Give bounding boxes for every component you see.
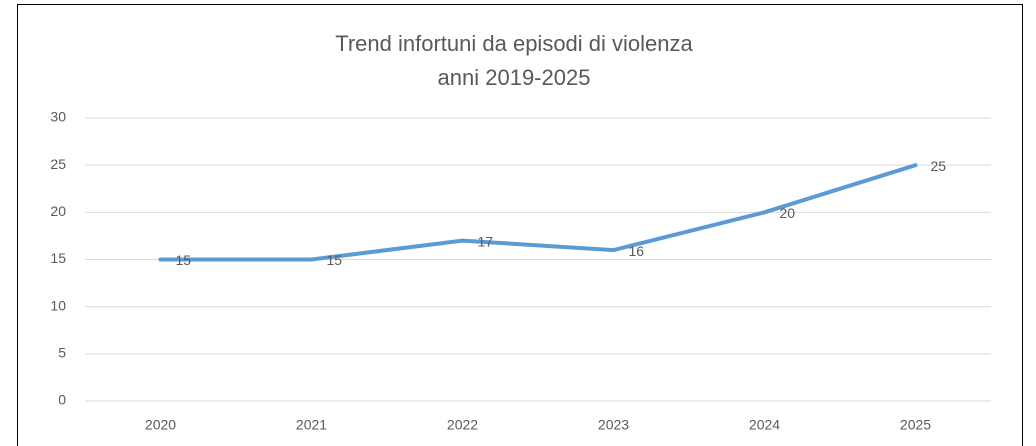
data-label: 16 bbox=[629, 243, 645, 259]
data-label: 17 bbox=[478, 233, 494, 249]
chart-title: Trend infortuni da episodi di violenza bbox=[335, 31, 693, 56]
y-tick-label: 30 bbox=[50, 109, 66, 125]
line-series bbox=[158, 163, 918, 262]
data-label: 15 bbox=[327, 252, 343, 268]
x-tick-label: 2025 bbox=[900, 417, 931, 433]
y-tick-label: 25 bbox=[50, 156, 66, 172]
y-tick-label: 10 bbox=[50, 297, 66, 313]
data-label: 15 bbox=[176, 252, 192, 268]
y-tick-label: 15 bbox=[50, 250, 66, 266]
x-tick-label: 2020 bbox=[145, 417, 176, 433]
data-label: 20 bbox=[780, 205, 796, 221]
x-tick-label: 2021 bbox=[296, 417, 327, 433]
chart-border bbox=[17, 4, 1023, 446]
y-tick-label: 5 bbox=[58, 345, 66, 361]
x-tick-label: 2024 bbox=[749, 417, 780, 433]
chart-title: anni 2019-2025 bbox=[438, 65, 591, 90]
data-label: 25 bbox=[931, 158, 947, 174]
y-tick-label: 20 bbox=[50, 203, 66, 219]
y-tick-label: 0 bbox=[58, 392, 66, 408]
x-tick-label: 2023 bbox=[598, 417, 629, 433]
x-tick-label: 2022 bbox=[447, 417, 478, 433]
